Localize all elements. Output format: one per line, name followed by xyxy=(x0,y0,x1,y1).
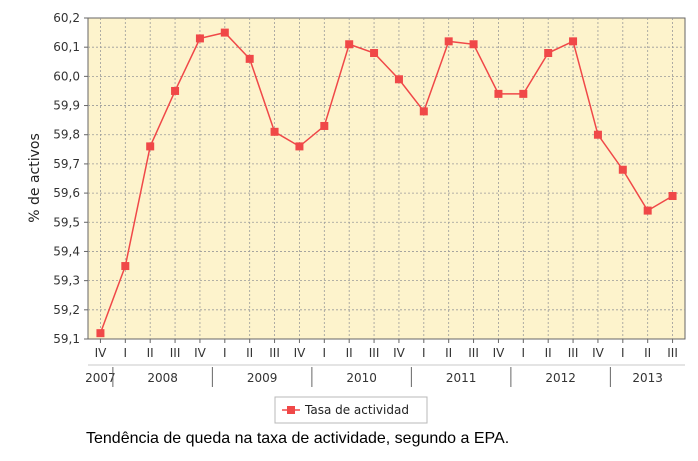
legend-label: Tasa de actividad xyxy=(304,403,409,417)
x-tick-label: II xyxy=(246,346,253,360)
x-tick-label: III xyxy=(568,346,579,360)
x-tick-label: III xyxy=(369,346,380,360)
legend-box xyxy=(274,396,428,424)
data-point[interactable] xyxy=(195,34,204,43)
x-tick-label: I xyxy=(223,346,227,360)
y-tick-label: 59,4 xyxy=(53,244,80,258)
data-point[interactable] xyxy=(245,54,254,63)
data-point[interactable] xyxy=(146,142,155,151)
x-tick-label: IV xyxy=(493,346,506,360)
x-axis: IV I II III IV I II III IV I II III IV I II III IV I II III… xyxy=(85,339,685,387)
x-tick-label: III xyxy=(170,346,181,360)
data-point[interactable] xyxy=(519,89,528,98)
year-label: 2007 xyxy=(85,371,116,385)
y-tick-label: 59,3 xyxy=(53,274,80,288)
year-label: 2008 xyxy=(147,371,178,385)
x-tick-label: III xyxy=(667,346,678,360)
x-tick-label: I xyxy=(422,346,426,360)
data-point[interactable] xyxy=(469,40,478,49)
year-label: 2009 xyxy=(247,371,278,385)
y-axis: 59,1 59,2 59,3 59,4 59,5 59,6 59,7 59,8 59,9 60,0… xyxy=(53,11,88,346)
y-tick-label: 59,8 xyxy=(53,128,80,142)
data-point[interactable] xyxy=(345,40,354,49)
data-point[interactable] xyxy=(394,75,403,84)
data-point[interactable] xyxy=(171,86,180,95)
x-tick-label: I xyxy=(323,346,327,360)
chart-caption: Tendência de queda na taxa de actividade… xyxy=(86,430,510,447)
x-tick-label: III xyxy=(468,346,479,360)
year-label: 2012 xyxy=(545,371,576,385)
x-tick-label: I xyxy=(621,346,625,360)
data-point[interactable] xyxy=(96,329,105,338)
x-tick-label: IV xyxy=(393,346,406,360)
plot-area xyxy=(87,17,686,340)
data-point[interactable] xyxy=(121,262,130,271)
x-tick-label: II xyxy=(346,346,353,360)
legend[interactable]: Tasa de actividad xyxy=(274,396,428,424)
data-point[interactable] xyxy=(643,206,652,215)
x-tick-label: I xyxy=(522,346,526,360)
series-tasa-de-actividad xyxy=(96,28,677,338)
y-tick-label: 60,2 xyxy=(53,11,80,25)
y-tick-label: 60,1 xyxy=(53,40,80,54)
x-tick-label: II xyxy=(445,346,452,360)
data-point[interactable] xyxy=(444,37,453,46)
y-tick-label: 59,6 xyxy=(53,186,80,200)
data-point[interactable] xyxy=(593,130,602,139)
legend-marker-swatch xyxy=(287,406,295,414)
year-label: 2011 xyxy=(446,371,477,385)
x-tick-label: II xyxy=(644,346,651,360)
data-point[interactable] xyxy=(544,49,553,58)
y-tick-label: 59,9 xyxy=(53,99,80,113)
y-tick-label: 59,7 xyxy=(53,157,80,171)
x-tick-label: IV xyxy=(194,346,207,360)
data-point[interactable] xyxy=(419,107,428,116)
y-tick-label: 59,5 xyxy=(53,215,80,229)
x-tick-label: IV xyxy=(592,346,605,360)
data-point[interactable] xyxy=(370,49,379,58)
x-tick-label: I xyxy=(124,346,128,360)
data-point[interactable] xyxy=(494,89,503,98)
year-label: 2013 xyxy=(632,371,663,385)
data-point[interactable] xyxy=(295,142,304,151)
grid-lines xyxy=(88,18,685,339)
data-point[interactable] xyxy=(320,121,329,130)
x-tick-label: II xyxy=(147,346,154,360)
data-point[interactable] xyxy=(618,165,627,174)
data-point[interactable] xyxy=(668,192,677,201)
series-line xyxy=(99,31,673,334)
x-tick-label: II xyxy=(545,346,552,360)
x-tick-label: III xyxy=(269,346,280,360)
data-point[interactable] xyxy=(270,127,279,136)
x-tick-label: IV xyxy=(95,346,108,360)
year-label: 2010 xyxy=(346,371,377,385)
data-point[interactable] xyxy=(220,28,229,37)
y-tick-label: 59,2 xyxy=(53,303,80,317)
y-tick-label: 59,1 xyxy=(53,332,80,346)
y-axis-label: % de activos xyxy=(27,133,43,223)
x-tick-label: IV xyxy=(294,346,307,360)
data-point[interactable] xyxy=(569,37,578,46)
y-tick-label: 60,0 xyxy=(53,69,80,83)
